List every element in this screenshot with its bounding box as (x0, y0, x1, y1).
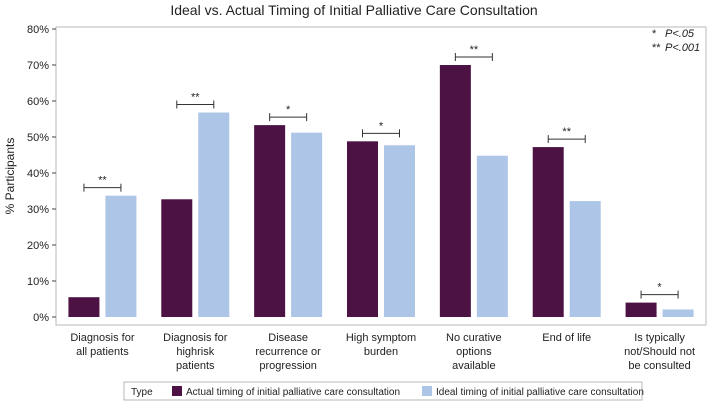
significance-brackets: *********** (83, 44, 679, 299)
y-tick-label: 70% (27, 60, 49, 72)
significance-label: ** (562, 126, 571, 138)
bar-actual (68, 297, 100, 317)
category-label: Disease recurrence or progression (255, 332, 321, 372)
category-label: Diagnosis for all patients (70, 332, 135, 358)
annotation-symbol-2: ** (652, 42, 661, 54)
bar-ideal (291, 132, 323, 317)
x-axis-categories: Diagnosis for all patients Diagnosis for hi… (70, 332, 695, 372)
legend: Type Actual timing of initial palliative… (123, 381, 644, 401)
y-tick-label: 50% (27, 132, 49, 144)
category-label: No curative options available (446, 332, 502, 372)
y-axis-label: % Participants (3, 138, 17, 215)
legend-frame (123, 381, 643, 401)
bar-ideal (384, 145, 415, 317)
bar-ideal (476, 155, 508, 317)
significance-label: * (379, 120, 384, 132)
bar-actual (161, 199, 193, 317)
category-label: Diagnosis for highrisk patients (163, 332, 228, 372)
y-tick-label: 40% (27, 168, 49, 180)
significance-label: * (286, 104, 291, 116)
bar-ideal (105, 195, 137, 317)
significance-label: ** (191, 92, 200, 104)
bar-actual (532, 147, 564, 317)
bar-ideal (662, 309, 694, 317)
bar-ideal (569, 201, 601, 317)
annotation-symbol-1: * (652, 28, 657, 40)
y-tick-label: 60% (27, 96, 49, 108)
y-axis: 0% 10% 20% 30% 40% 50% 60% 70% 80% (27, 24, 56, 324)
category-label: End of life (542, 332, 591, 344)
annotation-text-2: P<.001 (665, 42, 700, 54)
significance-label: ** (98, 175, 107, 187)
bar-ideal (198, 112, 230, 318)
bar-actual (439, 65, 471, 317)
annotation-text-1: P<.05 (665, 28, 695, 40)
bar-actual (254, 125, 286, 318)
legend-swatch-ideal (422, 386, 432, 396)
p-value-annotations: * P<.05 ** P<.001 (652, 28, 700, 54)
significance-label: ** (470, 44, 479, 56)
significance-label: * (657, 282, 662, 294)
y-tick-label: 20% (27, 240, 49, 252)
plot-frame (55, 26, 707, 326)
legend-title: Type (131, 387, 153, 398)
bar-actual (347, 141, 378, 317)
y-tick-label: 10% (27, 276, 49, 288)
chart-title: Ideal vs. Actual Timing of Initial Palli… (170, 2, 537, 18)
bar-actual (625, 302, 657, 317)
legend-swatch-actual (172, 386, 182, 396)
y-tick-label: 30% (27, 204, 49, 216)
legend-label-ideal: Ideal timing of initial palliative care … (436, 387, 644, 398)
legend-label-actual: Actual timing of initial palliative care… (186, 387, 400, 398)
y-tick-label: 80% (27, 24, 49, 36)
category-label: High symptom burden (346, 332, 416, 358)
bars (68, 65, 694, 318)
y-tick-label: 0% (33, 312, 49, 324)
category-label: Is typically not/Should not be consulted (624, 332, 695, 372)
